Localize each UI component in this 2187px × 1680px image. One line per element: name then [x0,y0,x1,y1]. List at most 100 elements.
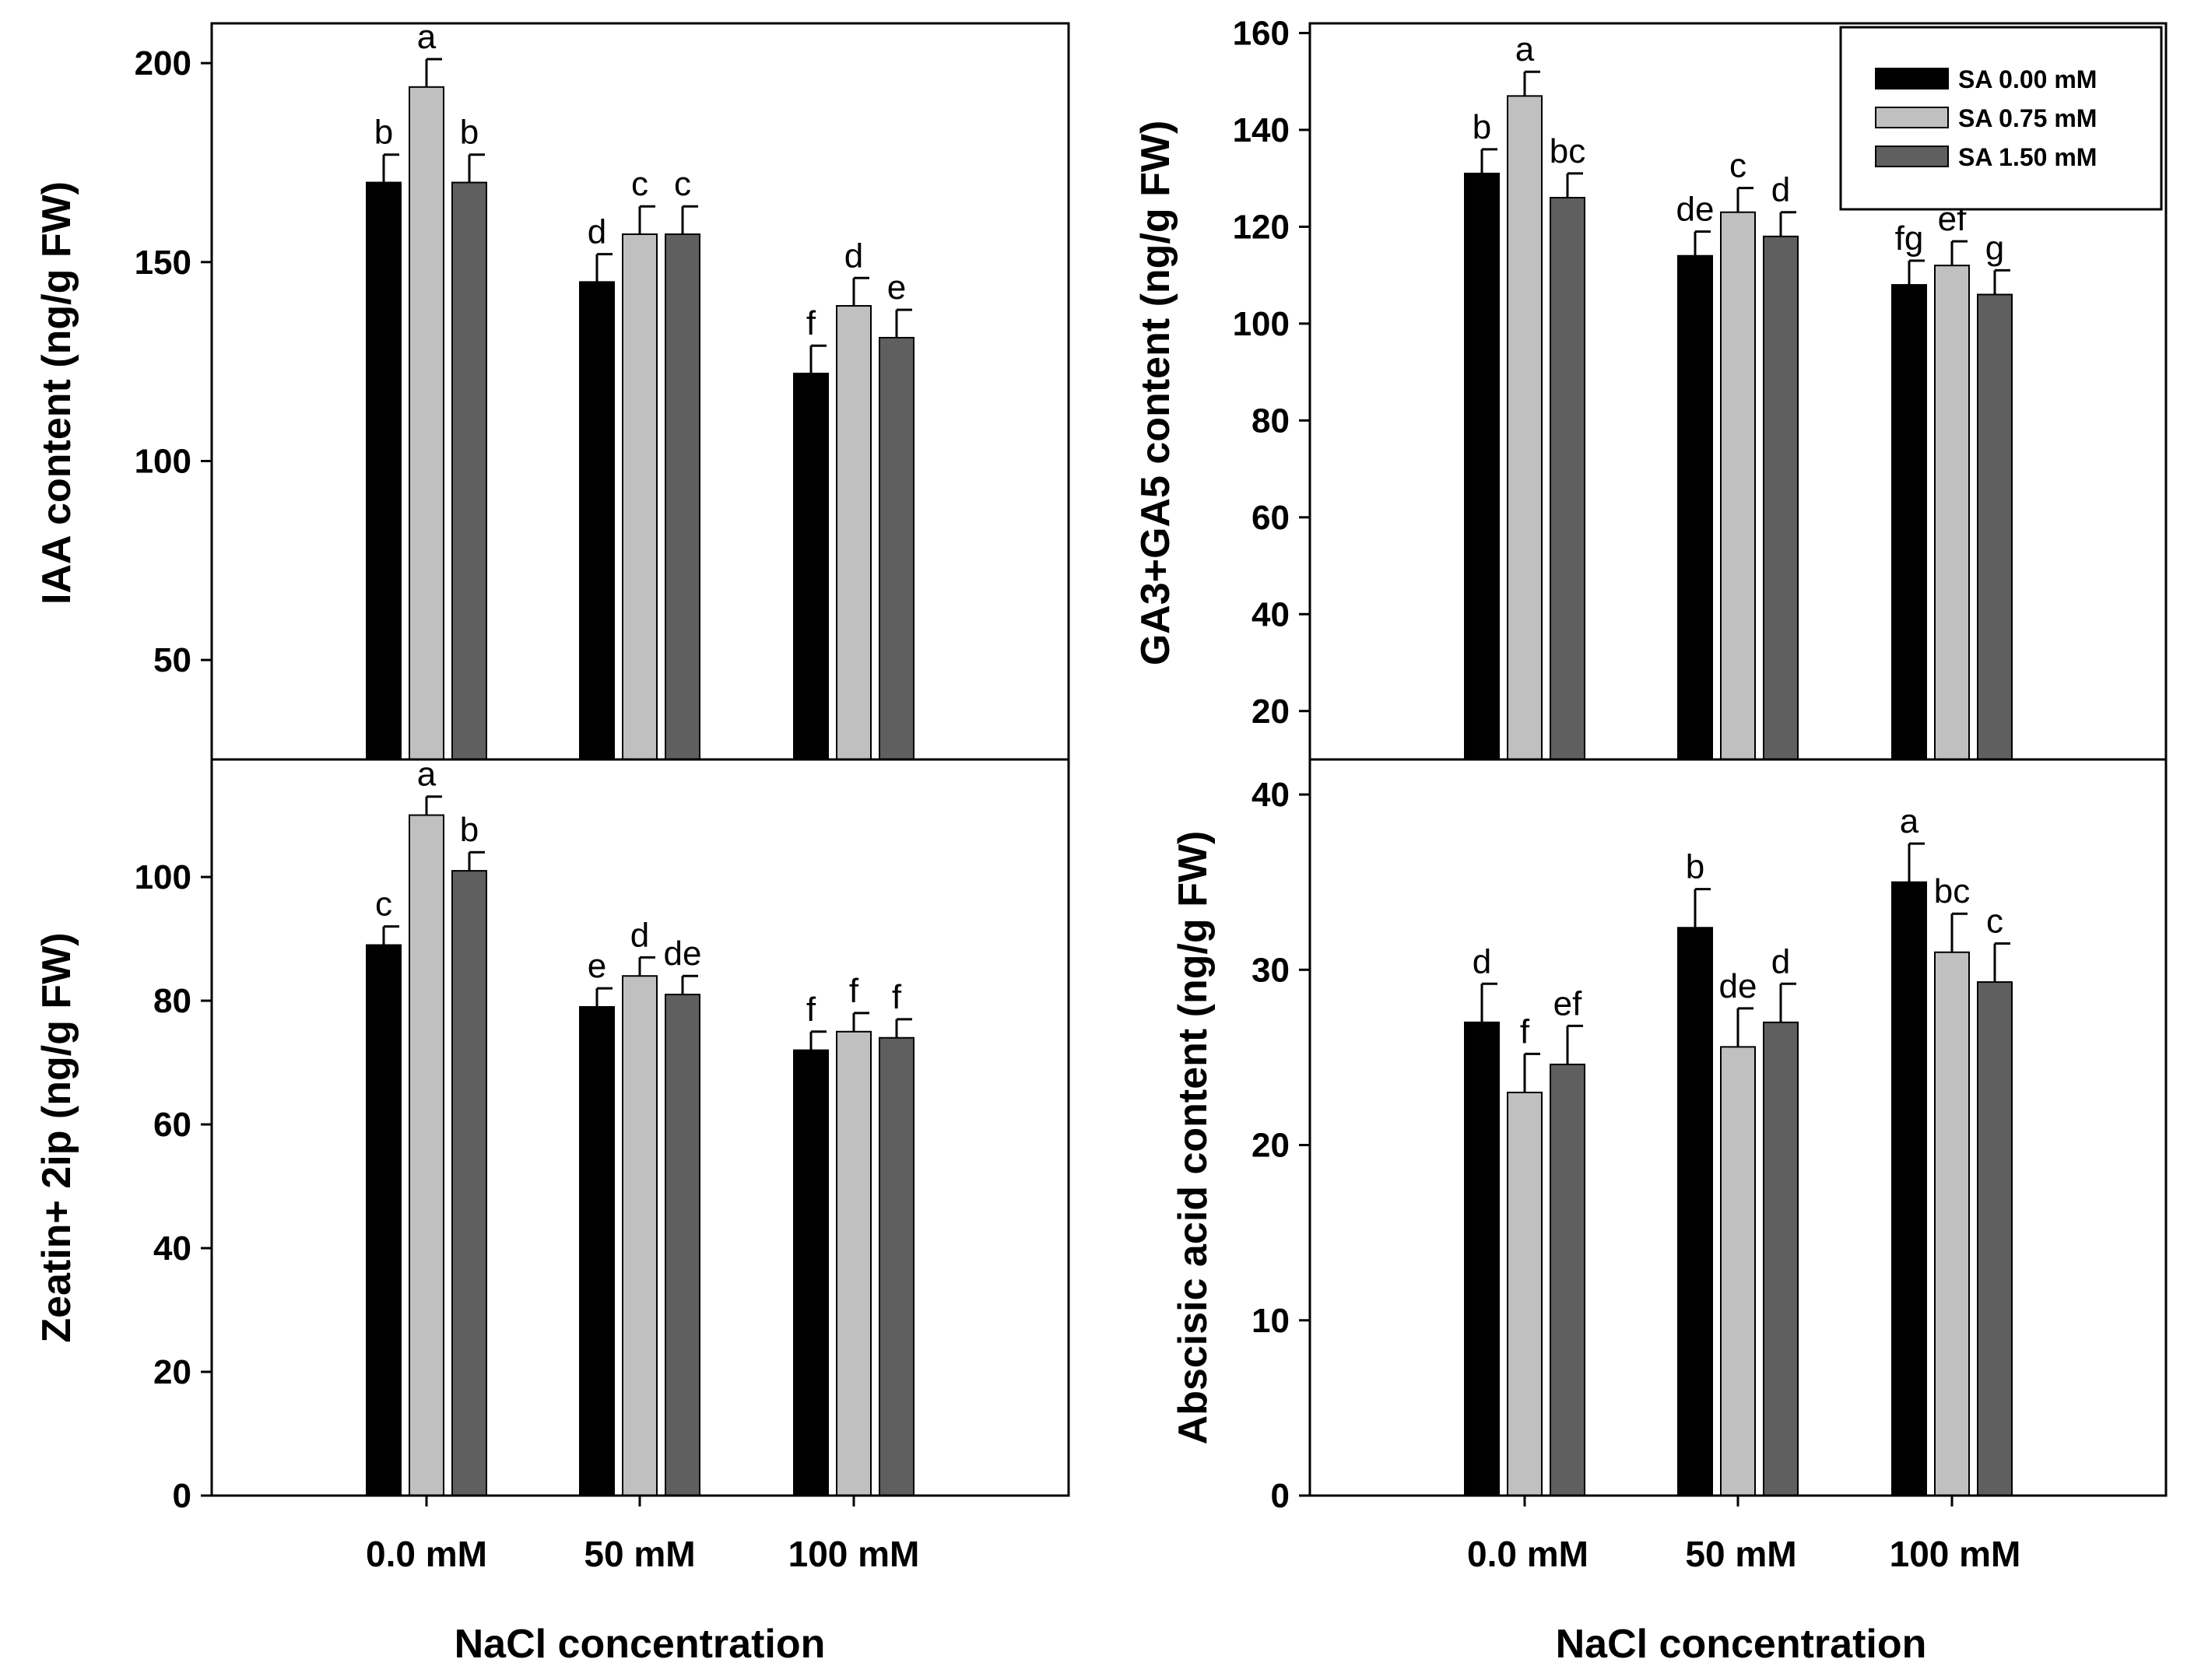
zeatin-y-tick-label: 60 [153,1106,191,1144]
aba-bar-0-0 [1464,1021,1500,1497]
zeatin-bar-2-1 [665,994,700,1496]
zeatin-sig-letter-2-2: f [892,978,902,1016]
zeatin-y-tick-label: 0 [173,1477,191,1515]
zeatin-sig-letter-1-2: f [849,972,859,1010]
zeatin-bar-2-2 [879,1036,914,1496]
iaa-y-tick-label: 200 [135,44,191,82]
ga-y-axis-title: GA3+GA5 content (ng/g FW) [1133,121,1178,666]
aba-sig-letter-2-2: c [1986,903,2003,941]
iaa-bar-1-0 [409,86,444,760]
iaa-bar-1-2 [836,305,872,760]
zeatin-x-tick-0: 0.0 mM [366,1534,487,1574]
zeatin-bar-1-1 [622,975,658,1497]
zeatin-sig-letter-0-0: c [375,886,392,924]
zeatin-bar-0-0 [366,944,402,1497]
legend-label-1: SA 0.75 mM [1958,104,2097,132]
legend: SA 0.00 mM SA 0.75 mM SA 1.50 mM [1839,26,2163,211]
zeatin-y-tick-label: 100 [135,858,191,896]
iaa-y-axis-title: IAA content (ng/g FW) [34,181,79,605]
iaa-bar-1-1 [622,233,658,760]
aba-y-tick-label: 10 [1251,1302,1290,1340]
aba-sig-letter-0-1: b [1686,848,1704,886]
aba-bar-0-2 [1891,881,1927,1496]
ga-sig-letter-2-2: g [1985,229,2004,267]
aba-frame-overlay [1308,758,2168,1497]
ga-y-tick-label: 100 [1233,305,1290,343]
ga-bar-0-0 [1464,172,1500,760]
legend-swatch-1 [1875,107,1949,128]
iaa-sig-letter-2-1: c [674,165,691,203]
aba-y-tick-label: 40 [1251,776,1290,814]
aba-x-axis-title: NaCl concentration [1556,1622,1927,1667]
zeatin-marks: 0 20 40 60 80 100 c e f a d f b de f [135,756,1070,1515]
iaa-bar-0-1 [579,281,615,761]
ga-sig-letter-2-0: bc [1550,132,1585,170]
aba-bar-0-1 [1677,927,1713,1496]
zeatin-x-tick-2: 100 mM [788,1534,920,1574]
aba-y-tick-label: 20 [1251,1127,1290,1165]
zeatin-bar-0-1 [579,1005,615,1496]
iaa-bar-0-2 [793,372,829,760]
iaa-sig-letter-2-2: e [887,268,906,307]
ga-y-tick-label: 160 [1233,14,1290,52]
ga-sig-letter-1-1: c [1729,147,1746,185]
ga-sig-letter-0-0: b [1473,108,1491,146]
ga-bar-2-0 [1550,197,1585,761]
zeatin-x-tick-1: 50 mM [584,1534,695,1574]
legend-label-0: SA 0.00 mM [1958,65,2097,93]
ga-bar-1-1 [1720,211,1756,760]
iaa-sig-letter-0-0: b [374,114,393,152]
iaa-sig-letter-0-1: d [588,213,606,251]
aba-y-axis-title: Abscisic acid content (ng/g FW) [1171,831,1216,1445]
iaa-bar-2-0 [451,181,487,761]
ga-y-tick-label: 40 [1251,595,1290,633]
legend-swatch-2 [1875,146,1949,167]
aba-x-tick-2: 100 mM [1890,1534,2021,1574]
aba-bar-2-0 [1550,1063,1585,1496]
ga-bar-1-2 [1934,265,1970,760]
aba-bar-2-1 [1763,1021,1799,1497]
aba-sig-letter-1-1: de [1719,967,1757,1005]
iaa-sig-letter-1-2: d [844,237,863,275]
iaa-y-tick-label: 100 [135,442,191,480]
ga-sig-letter-0-2: fg [1895,219,1924,258]
ga-bar-1-0 [1507,95,1543,760]
aba-bar-1-1 [1720,1046,1756,1496]
zeatin-y-tick-label: 20 [153,1353,191,1391]
zeatin-sig-letter-2-0: b [460,811,479,849]
ga-y-tick-label: 60 [1251,499,1290,537]
iaa-bar-0-0 [366,181,402,761]
iaa-bar-2-2 [879,336,914,760]
zeatin-sig-letter-2-1: de [664,935,702,973]
aba-marks: 0 10 20 30 40 d b a f de bc ef d c [1251,758,2168,1515]
aba-bar-1-2 [1934,951,1970,1497]
iaa-sig-letter-1-1: c [631,165,648,203]
iaa-y-tick-label: 150 [135,244,191,282]
aba-panel: 0 10 20 30 40 d b a f de bc ef d c Abscisic acid cont… [1171,758,2168,1667]
aba-sig-letter-2-0: ef [1553,984,1582,1022]
aba-bar-2-2 [1977,981,2013,1496]
iaa-sig-letter-0-2: f [806,304,816,342]
ga-y-tick-label: 20 [1251,693,1290,731]
ga-bar-0-2 [1891,284,1927,761]
zeatin-sig-letter-0-1: e [588,947,606,985]
ga-sig-letter-2-1: d [1771,171,1790,209]
aba-x-tick-0: 0.0 mM [1467,1534,1588,1574]
zeatin-sig-letter-0-2: f [806,991,816,1029]
zeatin-bar-0-2 [793,1049,829,1496]
aba-sig-letter-2-1: d [1771,942,1790,980]
zeatin-frame-overlay [210,758,1070,1497]
zeatin-sig-letter-1-0: a [417,756,437,794]
aba-sig-letter-1-2: bc [1934,872,1970,910]
ga-y-tick-label: 120 [1233,208,1290,246]
aba-y-tick-label: 0 [1271,1477,1290,1515]
ga-bar-2-2 [1977,293,2013,760]
aba-sig-letter-0-0: d [1473,942,1491,980]
iaa-bar-2-1 [665,233,700,760]
zeatin-y-axis-title: Zeatin+ 2ip (ng/g FW) [34,932,79,1342]
aba-sig-letter-1-0: f [1520,1012,1530,1050]
legend-label-2: SA 1.50 mM [1958,143,2097,171]
zeatin-sig-letter-1-1: d [630,916,649,954]
